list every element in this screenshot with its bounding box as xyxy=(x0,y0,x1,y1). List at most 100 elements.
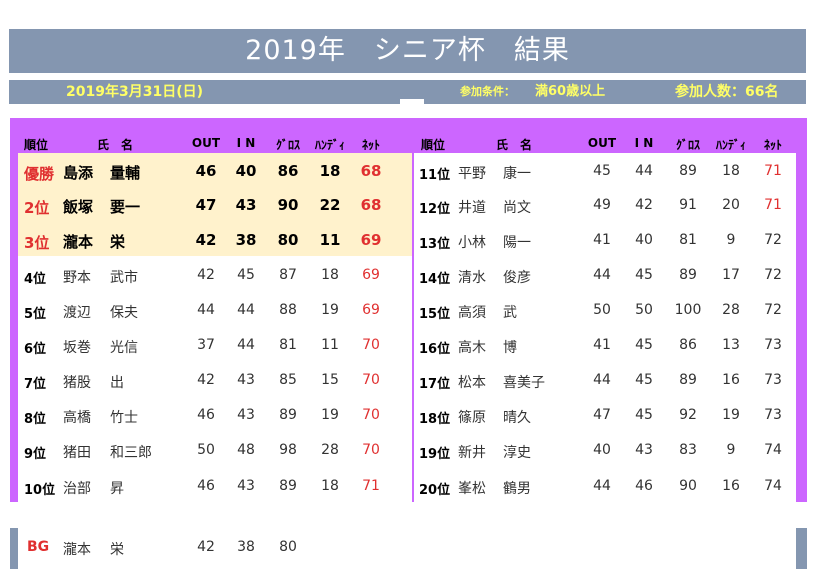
rank-cell: 17位 xyxy=(419,377,451,392)
best-gross-edge-left xyxy=(10,528,18,569)
best-gross-bar xyxy=(10,528,807,569)
last-name-cell: 野本 xyxy=(63,270,91,286)
page-title: 2019年 シニア杯 結果 xyxy=(9,29,806,73)
rank-cell: 7位 xyxy=(24,377,47,392)
net-cell: 73 xyxy=(764,407,782,423)
out-cell: 42 xyxy=(197,372,215,388)
first-name-cell: 尚文 xyxy=(503,200,531,216)
best-gross-inner xyxy=(18,528,796,569)
out-cell: 40 xyxy=(593,442,611,458)
gross-cell: 90 xyxy=(679,478,697,494)
last-name-cell: 井道 xyxy=(458,200,486,216)
handicap-cell: 18 xyxy=(319,162,341,180)
last-name-cell: 猪田 xyxy=(63,445,91,461)
last-name-cell: 飯塚 xyxy=(63,198,94,216)
rank-cell: 3位 xyxy=(24,234,50,252)
first-name-cell: 晴久 xyxy=(503,410,531,426)
right-table-bg xyxy=(414,153,796,502)
first-name-cell: 昇 xyxy=(110,481,124,497)
first-name-cell: 保夫 xyxy=(110,305,138,321)
left-header-net: ﾈｯﾄ xyxy=(361,138,381,152)
in-cell: 40 xyxy=(635,232,653,248)
last-name-cell: 平野 xyxy=(458,166,486,182)
right-header-rank: 順位 xyxy=(421,138,446,152)
rank-cell: 6位 xyxy=(24,342,47,357)
rank-cell: 優勝 xyxy=(24,165,55,183)
rank-cell: 4位 xyxy=(24,272,47,287)
info-bar-notch xyxy=(400,99,424,104)
net-cell: 70 xyxy=(362,337,380,353)
out-cell: 37 xyxy=(197,337,215,353)
gross-cell: 89 xyxy=(679,267,697,283)
net-cell: 70 xyxy=(362,442,380,458)
first-name-cell: 陽一 xyxy=(503,235,531,251)
net-cell: 74 xyxy=(764,442,782,458)
out-cell: 44 xyxy=(593,478,611,494)
handicap-cell: 20 xyxy=(722,197,740,213)
handicap-cell: 18 xyxy=(321,478,339,494)
rank-cell: 8位 xyxy=(24,412,47,427)
gross-cell: 89 xyxy=(679,163,697,179)
out-cell: 44 xyxy=(197,302,215,318)
last-name-cell: 島添 xyxy=(63,164,94,182)
gross-cell: 86 xyxy=(679,337,697,353)
out-cell: 50 xyxy=(593,302,611,318)
net-cell: 71 xyxy=(764,197,782,213)
gross-cell: 86 xyxy=(277,162,299,180)
net-cell: 69 xyxy=(362,267,380,283)
handicap-cell: 16 xyxy=(722,372,740,388)
rank-cell: 10位 xyxy=(24,483,56,498)
first-name-cell: 要一 xyxy=(110,198,141,216)
net-cell: 74 xyxy=(764,478,782,494)
gross-cell: 85 xyxy=(279,372,297,388)
condition-value: 満60歳以上 xyxy=(535,84,606,99)
left-header-name: 氏 名 xyxy=(97,138,134,152)
left-header-rank: 順位 xyxy=(24,138,49,152)
gross-cell: 88 xyxy=(279,302,297,318)
rank-cell: 19位 xyxy=(419,447,451,462)
first-name-cell: 量輔 xyxy=(110,164,141,182)
first-name-cell: 竹士 xyxy=(110,410,138,426)
in-cell: 43 xyxy=(635,442,653,458)
rank-cell: 12位 xyxy=(419,202,451,217)
event-date: 2019年3月31日(日) xyxy=(66,84,203,100)
best-gross-out: 42 xyxy=(197,539,215,555)
out-cell: 42 xyxy=(195,231,217,249)
net-cell: 73 xyxy=(764,337,782,353)
last-name-cell: 小林 xyxy=(458,235,486,251)
first-name-cell: 武 xyxy=(503,305,517,321)
in-cell: 45 xyxy=(635,372,653,388)
rank-cell: 2位 xyxy=(24,199,50,217)
handicap-cell: 28 xyxy=(321,442,339,458)
in-cell: 43 xyxy=(237,478,255,494)
gross-cell: 98 xyxy=(279,442,297,458)
out-cell: 50 xyxy=(197,442,215,458)
in-cell: 44 xyxy=(237,337,255,353)
last-name-cell: 峯松 xyxy=(458,481,486,497)
gross-cell: 90 xyxy=(277,196,299,214)
gross-cell: 81 xyxy=(279,337,297,353)
in-cell: 44 xyxy=(635,163,653,179)
first-name-cell: 出 xyxy=(110,375,124,391)
gross-cell: 89 xyxy=(279,407,297,423)
out-cell: 46 xyxy=(197,478,215,494)
right-header-net: ﾈｯﾄ xyxy=(763,138,783,152)
left-header-gross: ｸﾞﾛｽ xyxy=(275,138,301,152)
handicap-cell: 28 xyxy=(722,302,740,318)
in-cell: 43 xyxy=(237,372,255,388)
left-header-handicap: ﾊﾝﾃﾞｨ xyxy=(314,138,346,152)
first-name-cell: 鶴男 xyxy=(503,481,531,497)
best-gross-edge-right xyxy=(796,528,807,569)
rank-cell: 15位 xyxy=(419,307,451,322)
handicap-cell: 9 xyxy=(726,442,736,458)
out-cell: 44 xyxy=(593,372,611,388)
net-cell: 69 xyxy=(360,231,382,249)
net-cell: 72 xyxy=(764,267,782,283)
handicap-cell: 13 xyxy=(722,337,740,353)
rank-cell: 14位 xyxy=(419,272,451,287)
handicap-cell: 17 xyxy=(722,267,740,283)
first-name-cell: 和三郎 xyxy=(110,445,152,461)
participant-count: 参加人数：66名 xyxy=(675,84,779,100)
in-cell: 44 xyxy=(237,302,255,318)
in-cell: 42 xyxy=(635,197,653,213)
